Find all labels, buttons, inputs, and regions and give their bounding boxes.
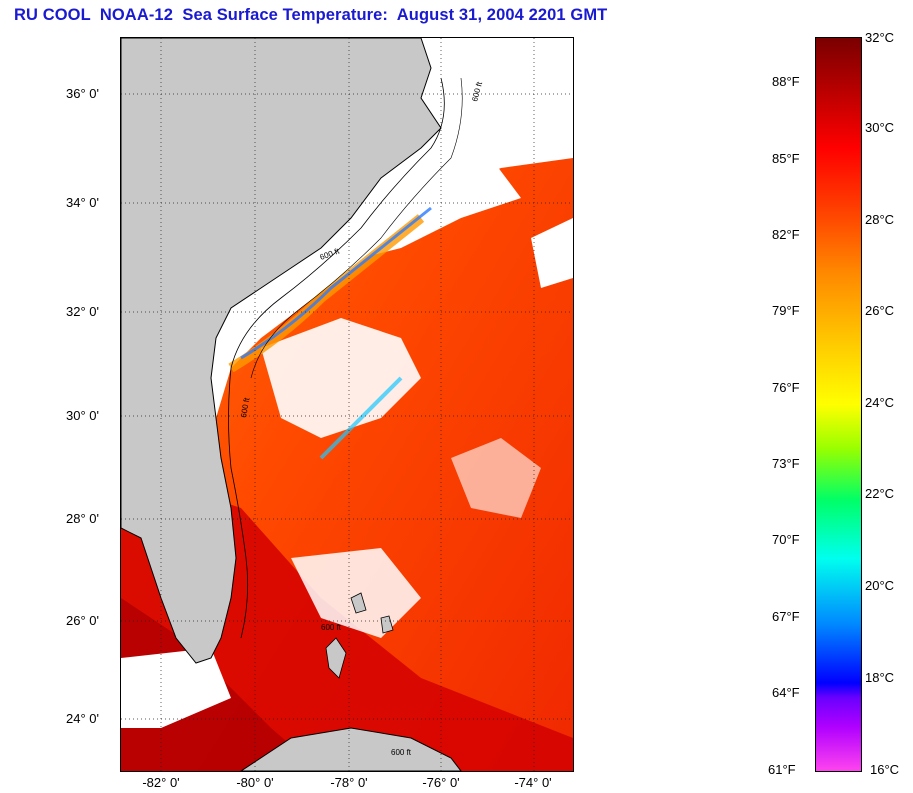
- temperature-colorbar: [815, 37, 862, 772]
- cool-filament-2: [319, 376, 403, 460]
- lon-label: -74° 0': [514, 775, 552, 790]
- colorbar-c-label: 32°C: [865, 30, 895, 45]
- land-andros: [325, 637, 347, 679]
- sst-map-canvas: 600 ft 600 ft 600 ft 600 ft 600 ft: [121, 38, 573, 771]
- cloud-mask-central: [261, 318, 421, 438]
- lat-label: 34° 0': [66, 195, 99, 210]
- contour-label: 600 ft: [321, 623, 342, 632]
- colorbar-f-label: 70°F: [772, 532, 800, 547]
- colorbar-f-label: 67°F: [772, 609, 800, 624]
- colorbar-f-label: 79°F: [772, 303, 800, 318]
- lat-label: 32° 0': [66, 304, 99, 319]
- graticule: [121, 38, 573, 771]
- colorbar-c-label: 20°C: [865, 578, 895, 593]
- depth-contour-shelf: [250, 77, 463, 379]
- colorbar-c-label: 26°C: [865, 303, 895, 318]
- colorbar-c-label: 16°C: [870, 762, 900, 777]
- colorbar-f-label: 88°F: [772, 74, 800, 89]
- colorbar-f-label: 61°F: [768, 762, 796, 777]
- map-title: RU COOL NOAA-12 Sea Surface Temperature:…: [14, 6, 608, 24]
- depth-contour-600ft: [228, 77, 445, 639]
- colorbar-f-label: 64°F: [772, 685, 800, 700]
- lat-label: 30° 0': [66, 408, 99, 423]
- lon-label: -82° 0': [142, 775, 180, 790]
- lat-label: 24° 0': [66, 711, 99, 726]
- cloud-mask-offshore: [451, 438, 541, 518]
- colorbar-c-label: 24°C: [865, 395, 895, 410]
- lon-label: -80° 0': [236, 775, 274, 790]
- land-abaco: [380, 615, 394, 634]
- colorbar-f-label: 73°F: [772, 456, 800, 471]
- land-southeast-us: [121, 38, 442, 664]
- colorbar-c-label: 22°C: [865, 486, 895, 501]
- land-grand-bahama: [350, 592, 367, 614]
- colorbar-f-label: 82°F: [772, 227, 800, 242]
- sst-map[interactable]: 600 ft 600 ft 600 ft 600 ft 600 ft: [120, 37, 574, 772]
- colorbar-f-label: 85°F: [772, 151, 800, 166]
- colorbar-c-label: 18°C: [865, 670, 895, 685]
- cloud-mask-cape-hatteras: [341, 148, 521, 258]
- cloud-mask-bahamas: [291, 548, 421, 638]
- cloud-mask-east: [531, 218, 573, 288]
- contour-label: 600 ft: [239, 396, 251, 418]
- lat-label: 36° 0': [66, 86, 99, 101]
- cloud-mask-gulf: [121, 648, 231, 728]
- contour-label: 600 ft: [391, 748, 412, 757]
- lon-label: -78° 0': [330, 775, 368, 790]
- colorbar-c-label: 28°C: [865, 212, 895, 227]
- lat-label: 28° 0': [66, 511, 99, 526]
- lat-label: 26° 0': [66, 613, 99, 628]
- colorbar-f-label: 76°F: [772, 380, 800, 395]
- land-cuba: [240, 727, 462, 771]
- colorbar-c-label: 30°C: [865, 120, 895, 135]
- cool-filament: [240, 206, 432, 360]
- lon-label: -76° 0': [422, 775, 460, 790]
